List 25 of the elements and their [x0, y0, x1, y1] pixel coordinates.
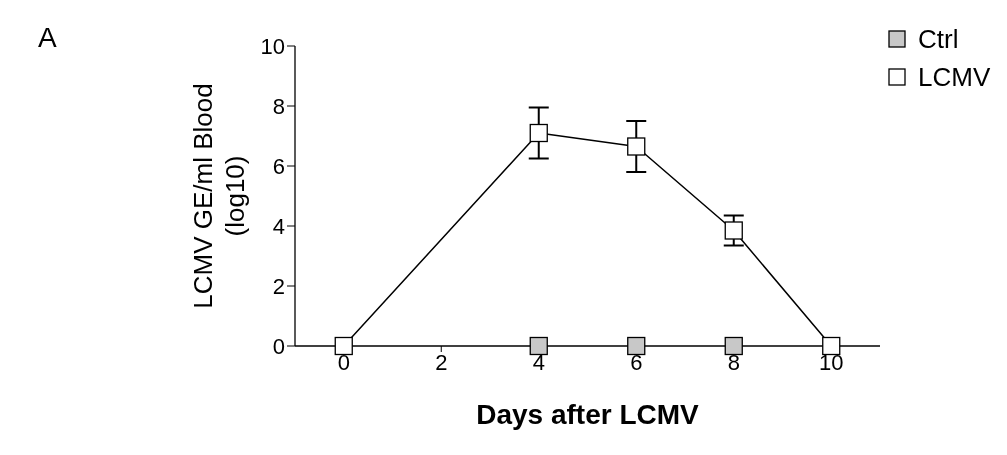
x-tick-label: 4 — [532, 349, 545, 375]
point — [627, 137, 646, 156]
point — [529, 336, 548, 356]
legend-label: LCMV — [918, 61, 991, 93]
point — [529, 123, 548, 143]
x-tick-label: 10 — [819, 349, 844, 375]
x-tick-label: 8 — [727, 349, 740, 375]
y-tick-label: 2 — [272, 273, 285, 299]
y-tick-label: 10 — [260, 33, 285, 59]
point — [627, 336, 646, 356]
x-axis-title: Days after LCMV — [476, 399, 700, 430]
point — [822, 336, 841, 356]
y-axis-title: LCMV GE/ml Blood (log10) — [188, 83, 250, 309]
y-tick-label: 8 — [272, 93, 285, 119]
x-tick-label: 2 — [435, 349, 448, 375]
y-tick-label: 4 — [272, 213, 285, 239]
y-tick-label: 0 — [272, 333, 285, 359]
x-tick-label: 6 — [630, 349, 643, 375]
legend-label: Ctrl — [918, 23, 959, 55]
point — [724, 221, 743, 240]
point — [334, 336, 353, 356]
text: A — [38, 22, 57, 54]
y-tick-label: 6 — [272, 153, 285, 179]
x-tick-label: 0 — [337, 349, 350, 375]
point — [724, 336, 743, 356]
